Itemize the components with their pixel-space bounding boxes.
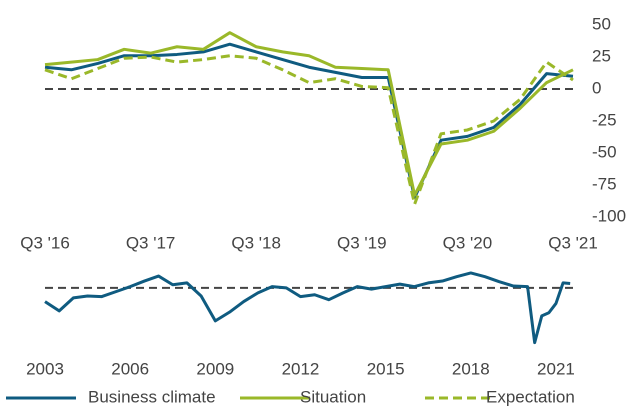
x-tick-label: Q3 '21 xyxy=(548,233,598,252)
y-tick-label: -75 xyxy=(592,174,617,193)
x-tick-label: 2018 xyxy=(452,359,490,378)
x-tick-label: 2021 xyxy=(537,359,575,378)
y-tick-label: -50 xyxy=(592,142,617,161)
series-line xyxy=(44,42,574,200)
y-tick-label: 50 xyxy=(592,14,611,33)
legend-label: Business climate xyxy=(88,387,216,406)
x-tick-label: 2003 xyxy=(26,359,64,378)
series-line xyxy=(44,271,571,345)
x-tick-label: Q3 '16 xyxy=(20,233,70,252)
x-tick-label: 2006 xyxy=(111,359,149,378)
y-tick-label: -100 xyxy=(592,206,626,225)
x-tick-label: 2012 xyxy=(282,359,320,378)
x-tick-label: Q3 '17 xyxy=(126,233,176,252)
legend-label: Expectation xyxy=(486,387,575,406)
y-tick-label: 25 xyxy=(592,46,611,65)
x-tick-label: Q3 '18 xyxy=(231,233,281,252)
x-tick-label: 2015 xyxy=(367,359,405,378)
series-line xyxy=(44,54,574,206)
y-tick-label: 0 xyxy=(592,78,601,97)
x-tick-label: Q3 '20 xyxy=(443,233,493,252)
series-line xyxy=(44,31,574,197)
x-tick-label: Q3 '19 xyxy=(337,233,387,252)
legend-label: Situation xyxy=(300,387,366,406)
x-tick-label: 2009 xyxy=(196,359,234,378)
y-tick-label: -25 xyxy=(592,110,617,129)
